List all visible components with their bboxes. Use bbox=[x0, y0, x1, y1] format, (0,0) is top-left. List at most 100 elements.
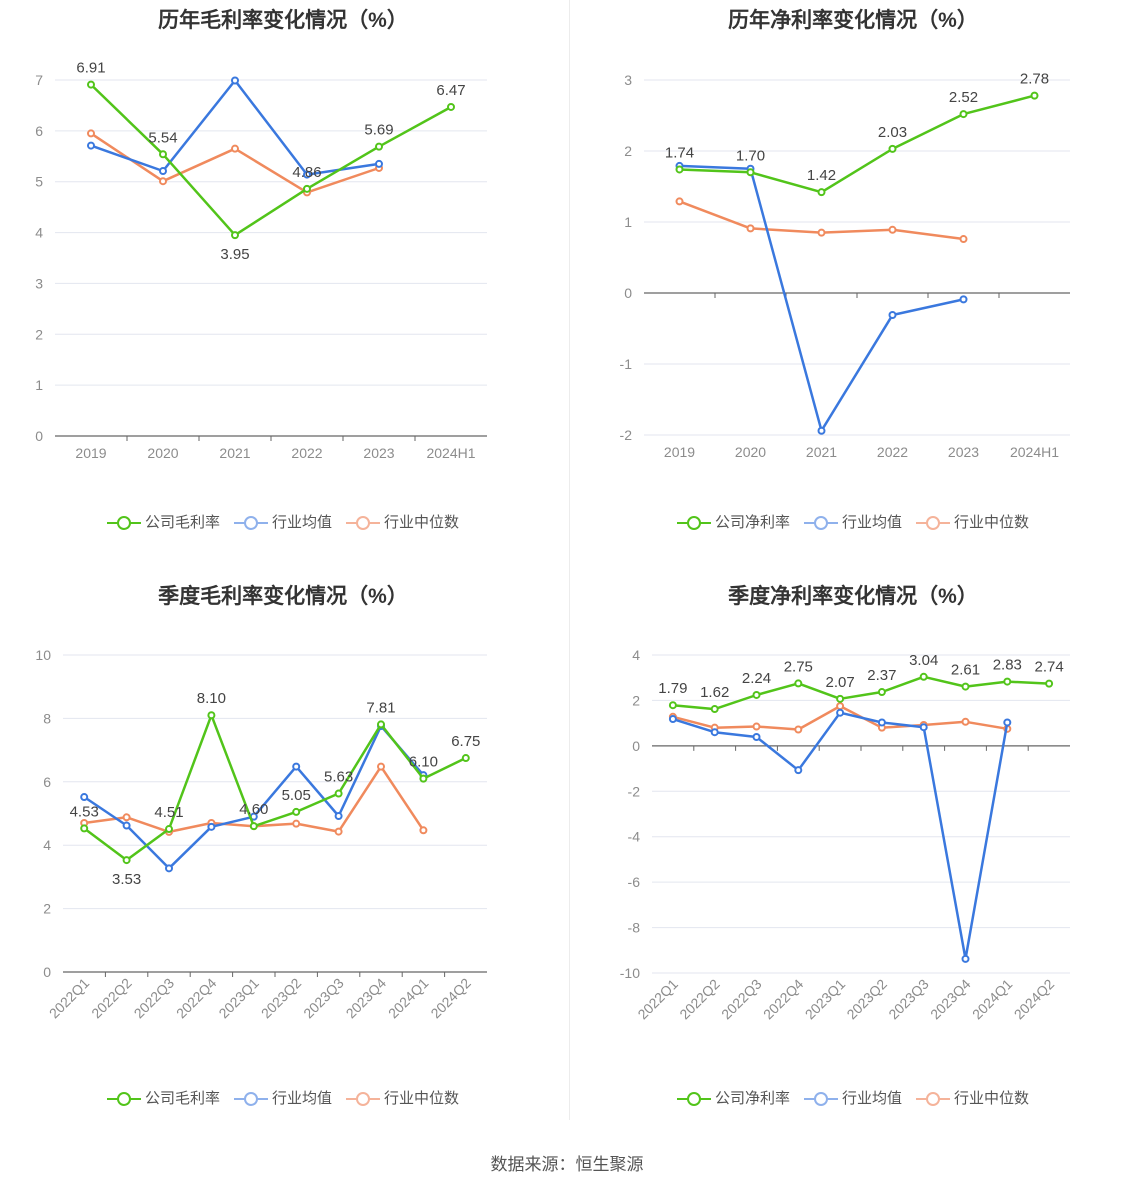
legend-item-company[interactable]: 公司净利率 bbox=[676, 511, 790, 532]
series-industry-median bbox=[675, 197, 968, 244]
y-tick-label: -2 bbox=[620, 427, 633, 443]
data-point bbox=[159, 150, 167, 159]
y-tick-label: 7 bbox=[35, 72, 43, 88]
legend-item-industry-avg[interactable]: 行业均值 bbox=[233, 511, 332, 532]
data-label: 8.10 bbox=[197, 690, 226, 707]
data-point bbox=[447, 102, 455, 111]
x-tick-label: 2024H1 bbox=[426, 445, 475, 461]
legend-item-company[interactable]: 公司净利率 bbox=[676, 1087, 790, 1108]
x-tick-label: 2022Q4 bbox=[760, 976, 807, 1023]
x-tick-label: 2023Q1 bbox=[802, 976, 849, 1023]
y-tick-label: 3 bbox=[624, 72, 632, 88]
data-label: 2.07 bbox=[825, 674, 854, 691]
legend-item-company[interactable]: 公司毛利率 bbox=[106, 1087, 220, 1108]
data-point bbox=[303, 184, 311, 193]
data-label: 5.54 bbox=[148, 129, 177, 146]
data-point bbox=[961, 954, 970, 963]
data-point bbox=[334, 789, 343, 798]
y-tick-label: -1 bbox=[620, 356, 633, 372]
data-label: 1.62 bbox=[700, 684, 729, 701]
legend-label: 行业均值 bbox=[271, 1090, 332, 1107]
data-point bbox=[959, 110, 968, 119]
gridlines bbox=[652, 654, 1070, 974]
data-point bbox=[752, 722, 761, 731]
data-label: 2.78 bbox=[1020, 71, 1049, 88]
legend-item-industry-median[interactable]: 行业中位数 bbox=[916, 511, 1029, 532]
legend-item-industry-median[interactable]: 行业中位数 bbox=[346, 1087, 459, 1108]
x-tick-label: 2023 bbox=[363, 445, 394, 461]
legend-label: 公司净利率 bbox=[714, 1090, 790, 1107]
y-tick-label: 10 bbox=[35, 647, 51, 663]
legend-marker bbox=[106, 1092, 141, 1107]
y-tick-label: 2 bbox=[43, 901, 51, 917]
series-company: 1.74 1.70 1.42 2.03 2.52 2.78 bbox=[665, 71, 1049, 197]
data-point bbox=[877, 718, 886, 727]
chart-title: 季度净利率变化情况（%） bbox=[728, 585, 978, 608]
data-label: 2.83 bbox=[993, 657, 1022, 674]
series-line bbox=[672, 711, 1009, 961]
gridlines bbox=[55, 79, 487, 386]
y-tick-label: 5 bbox=[35, 174, 43, 190]
x-tick-label: 2022Q3 bbox=[131, 975, 178, 1022]
series-line bbox=[83, 713, 467, 862]
data-point bbox=[794, 766, 803, 775]
legend-item-industry-median[interactable]: 行业中位数 bbox=[916, 1087, 1029, 1108]
data-point bbox=[1003, 677, 1012, 686]
legend-item-industry-avg[interactable]: 行业均值 bbox=[803, 1087, 902, 1108]
legend-item-industry-avg[interactable]: 行业均值 bbox=[803, 511, 902, 532]
data-point bbox=[159, 177, 167, 186]
legend-label: 行业均值 bbox=[271, 514, 332, 531]
data-point bbox=[461, 754, 470, 763]
data-point bbox=[675, 197, 684, 206]
y-tick-label: 3 bbox=[35, 275, 43, 291]
x-tick-label: 2019 bbox=[75, 445, 106, 461]
x-tick-label: 2022Q4 bbox=[173, 975, 220, 1022]
x-tick-label: 2024Q2 bbox=[427, 975, 474, 1022]
gridlines bbox=[63, 654, 487, 910]
legend-item-company[interactable]: 公司毛利率 bbox=[106, 511, 220, 532]
x-tick-label: 2024Q1 bbox=[385, 975, 432, 1022]
y-tick-label: 6 bbox=[43, 774, 51, 790]
annual-net-margin-chart: 历年净利率变化情况（%） -2 -1 0 1 2 3 2019 2020 2021 2022 202… bbox=[572, 0, 1134, 560]
legend-marker bbox=[346, 516, 380, 531]
data-point bbox=[231, 76, 239, 85]
data-point bbox=[1003, 718, 1012, 727]
data-label: 4.60 bbox=[239, 801, 268, 818]
legend-marker bbox=[233, 1092, 268, 1107]
data-label: 5.69 bbox=[364, 122, 393, 139]
legend-label: 行业中位数 bbox=[954, 1090, 1030, 1107]
legend-item-industry-median[interactable]: 行业中位数 bbox=[346, 511, 459, 532]
data-source: 数据来源：恒生聚源 bbox=[490, 1155, 644, 1174]
chart-legend: 公司毛利率 行业均值 行业中位数 bbox=[0, 511, 566, 532]
legend-label: 公司毛利率 bbox=[144, 514, 220, 531]
legend-item-industry-avg[interactable]: 行业均值 bbox=[233, 1087, 332, 1108]
y-tick-label: 4 bbox=[35, 225, 43, 241]
y-tick-label: 0 bbox=[43, 964, 51, 980]
data-point bbox=[375, 142, 383, 151]
x-tick-label: 2023Q4 bbox=[343, 975, 390, 1022]
data-label: 2.37 bbox=[867, 667, 896, 684]
x-tick-label: 2023Q2 bbox=[258, 975, 305, 1022]
data-point bbox=[80, 793, 89, 802]
data-point bbox=[377, 762, 385, 771]
legend-label: 行业均值 bbox=[841, 1090, 902, 1107]
legend-marker bbox=[233, 516, 268, 531]
x-tick-label: 2022Q1 bbox=[634, 976, 681, 1023]
x-tick-label: 2024Q1 bbox=[969, 976, 1016, 1023]
data-point bbox=[710, 705, 719, 714]
x-tick-label: 2019 bbox=[664, 444, 695, 460]
series-industry-median bbox=[87, 129, 383, 197]
annual-gross-margin-chart: 历年毛利率变化情况（%） 0 1 2 3 4 5 6 7 2019 2020 2021 2022 202… bbox=[0, 0, 566, 560]
y-tick-label: -4 bbox=[628, 829, 641, 845]
x-tick-label: 2023Q3 bbox=[300, 975, 347, 1022]
data-point bbox=[165, 825, 173, 834]
legend-marker bbox=[916, 1092, 950, 1107]
data-label: 6.10 bbox=[409, 754, 438, 771]
data-point bbox=[961, 717, 970, 726]
data-point bbox=[817, 188, 826, 197]
series-line bbox=[90, 83, 452, 237]
series-line bbox=[679, 164, 964, 432]
data-point bbox=[122, 856, 131, 865]
chart-title: 历年毛利率变化情况（%） bbox=[158, 9, 408, 32]
